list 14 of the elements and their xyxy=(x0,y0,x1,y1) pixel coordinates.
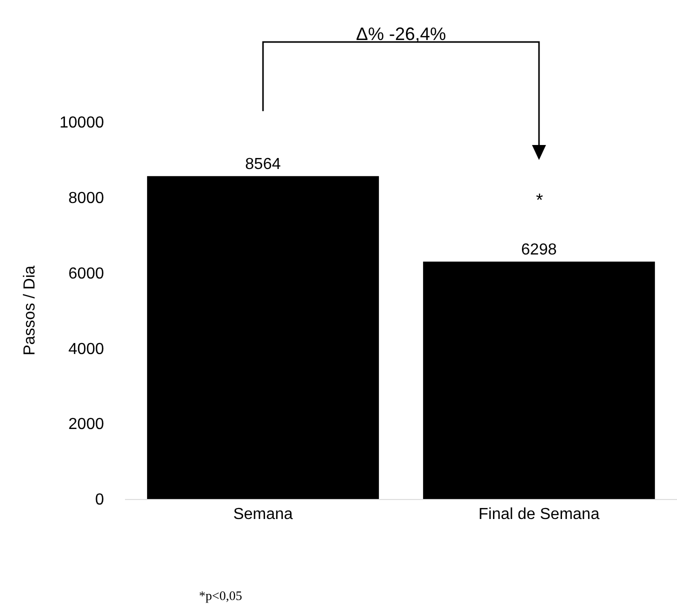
annotation: * xyxy=(536,190,544,210)
y-tick-label: 10000 xyxy=(60,114,104,132)
x-tick-label: Final de Semana xyxy=(478,506,600,524)
x-tick-label: Semana xyxy=(233,506,293,524)
y-axis-title: Passos / Dia xyxy=(21,265,38,356)
y-tick-label: 0 xyxy=(95,492,104,509)
data-label: 6298 xyxy=(521,242,557,259)
text: Δ% -26,4% xyxy=(356,24,446,44)
y-tick-label: 4000 xyxy=(68,340,104,358)
data-label: 8564 xyxy=(245,156,281,174)
y-tick-label: 6000 xyxy=(68,265,104,282)
y-tick-label: 8000 xyxy=(68,190,104,207)
y-tick-label: 2000 xyxy=(68,416,104,434)
text: *p<0,05 xyxy=(199,588,242,603)
